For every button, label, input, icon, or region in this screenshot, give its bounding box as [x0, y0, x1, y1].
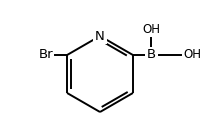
Text: B: B	[146, 48, 156, 62]
Text: Br: Br	[39, 48, 53, 62]
Text: OH: OH	[142, 23, 160, 36]
Text: OH: OH	[183, 48, 201, 62]
Text: N: N	[95, 29, 105, 43]
